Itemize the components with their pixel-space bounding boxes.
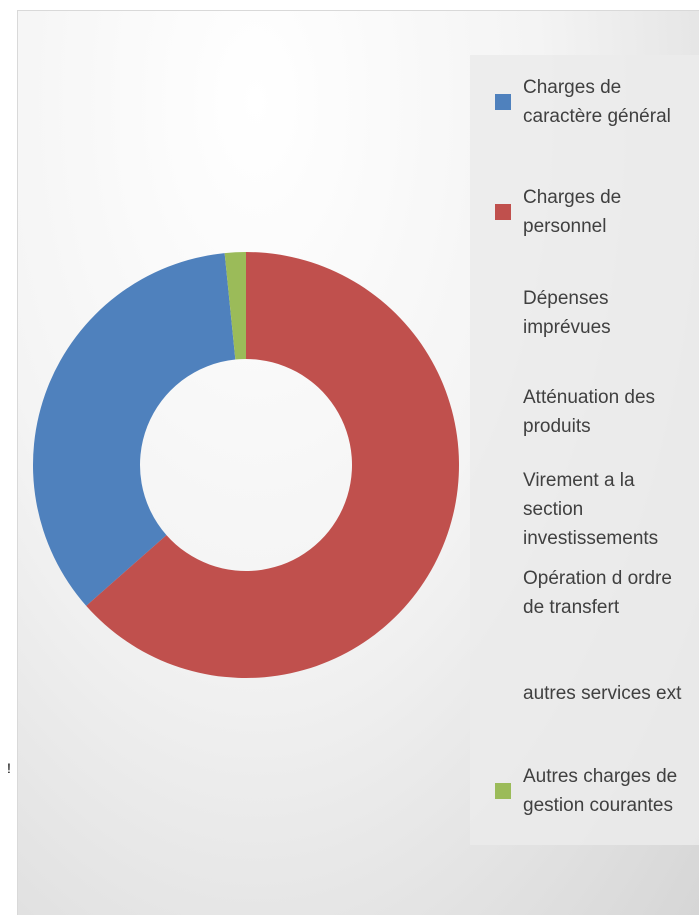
legend-label: Autres charges de gestion courantes (523, 766, 678, 816)
legend-label: Virement a la section investissements (523, 470, 659, 549)
legend-entry: Autres charges de gestion courantes (470, 762, 688, 820)
legend-label: Charges de caractère général (523, 77, 671, 127)
legend-entry: Opération d ordre de transfert (470, 564, 688, 622)
legend-label: Atténuation des produits (523, 387, 656, 437)
legend-swatch (495, 502, 511, 518)
legend: Charges de caractère général Charges de p… (470, 55, 699, 845)
legend-label: Dépenses imprévues (523, 288, 611, 338)
legend-swatch (495, 686, 511, 702)
donut-slice (86, 252, 459, 678)
legend-swatch (495, 305, 511, 321)
legend-entry: autres services ext (470, 679, 688, 708)
legend-swatch (495, 94, 511, 110)
legend-swatch (495, 783, 511, 799)
legend-swatch (495, 585, 511, 601)
legend-entry: Atténuation des produits (470, 383, 688, 441)
legend-label: Charges de personnel (523, 187, 622, 237)
donut-slice (32, 253, 236, 606)
legend-swatch (495, 204, 511, 220)
legend-entry: Charges de personnel (470, 183, 688, 241)
legend-swatch (495, 404, 511, 420)
legend-entry: Charges de caractère général (470, 73, 688, 131)
legend-entry: Virement a la section investissements (470, 466, 688, 553)
legend-entry: Dépenses imprévues (470, 284, 688, 342)
legend-label: Opération d ordre de transfert (523, 568, 672, 618)
annotation: ! (7, 760, 11, 776)
donut-slice (224, 252, 246, 360)
legend-label: autres services ext (523, 683, 682, 704)
